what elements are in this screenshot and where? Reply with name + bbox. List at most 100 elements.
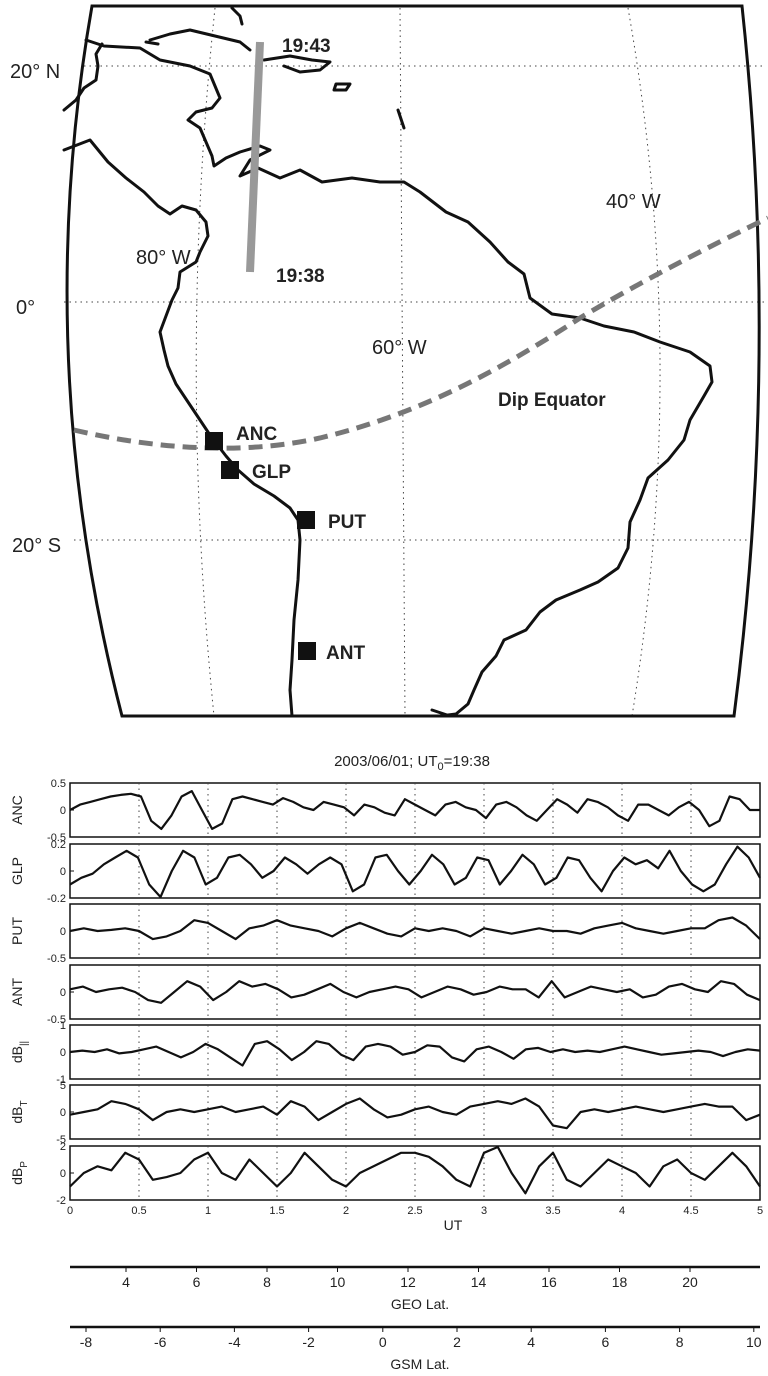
station-label: GLP: [252, 462, 291, 483]
x-tick-label: 5: [757, 1205, 763, 1217]
lon-label-80w: 80° W: [136, 247, 191, 269]
station-ant: ANT: [298, 642, 365, 664]
y-tick-label: 0: [60, 866, 66, 878]
x-tick-label: 0: [67, 1205, 73, 1217]
geo-axis-tick-label: 20: [682, 1274, 698, 1290]
station-label: PUT: [328, 512, 366, 533]
y-tick-label: 1: [60, 1020, 66, 1032]
y-tick-label: -2: [56, 1195, 66, 1207]
panel-2: 0.2 0 -0.2 GLP: [9, 839, 761, 905]
panel-ylabel: GLP: [9, 857, 25, 885]
x-tick-label: 2.5: [407, 1205, 422, 1217]
geo-axis-tick-label: 18: [612, 1274, 628, 1290]
geo-axis-tick-label: 6: [193, 1274, 201, 1290]
x-tick-label: 1.5: [269, 1205, 284, 1217]
satellite-track: [246, 41, 264, 273]
geo-axis-tick-label: 4: [122, 1274, 130, 1290]
gsm-axis-tick-label: -6: [154, 1334, 167, 1350]
y-tick-label: 0: [60, 805, 66, 817]
x-tick-label: 4.5: [683, 1205, 698, 1217]
station-glp: GLP: [221, 461, 291, 483]
panel-frame: [69, 843, 761, 899]
panel-frame: [69, 1084, 761, 1140]
x-tick-label: 3.5: [545, 1205, 560, 1217]
x-tick-label: 4: [619, 1205, 625, 1217]
station-put: PUT: [297, 511, 366, 533]
gsm-axis-tick-label: 8: [676, 1334, 684, 1350]
signal-line: [69, 845, 761, 899]
panel-6: 5 0 -5 dBT: [9, 1080, 761, 1146]
signal-line: [69, 1097, 761, 1130]
y-tick-label: 2: [60, 1141, 66, 1153]
station-anc: ANC: [205, 424, 277, 450]
gsm-axis-tick-label: -4: [228, 1334, 241, 1350]
y-tick-label: -0.5: [47, 832, 66, 844]
panel-group: 0.50-0.5ANC0.20-0.2GLP0-0.5PUT0-0.5ANT10…: [9, 778, 763, 1372]
dip-equator-line: [73, 215, 768, 451]
track-time-end: 19:43: [282, 36, 331, 57]
y-tick-label: 0: [60, 1047, 66, 1059]
geo-axis-tick-label: 12: [400, 1274, 416, 1290]
lat-label-20s: 20° S: [12, 535, 61, 557]
panel-7: 2 0 -2 dBP: [9, 1141, 761, 1207]
y-tick-label: 0: [60, 1168, 66, 1180]
panel-frame: [69, 1145, 761, 1201]
dip-equator-label: Dip Equator: [498, 390, 606, 411]
x-tick-label: 1: [205, 1205, 211, 1217]
y-tick-label: -1: [56, 1074, 66, 1086]
panel-frame: [69, 903, 761, 959]
y-tick-label: 0: [60, 926, 66, 938]
station-marker: [221, 461, 239, 479]
y-tick-label: -0.2: [47, 893, 66, 905]
figure-title: 2003/06/01; UT0=19:38: [334, 753, 490, 773]
y-tick-label: 0.5: [51, 778, 66, 790]
y-tick-label: 0.2: [51, 839, 66, 851]
x-tick-label: 0.5: [131, 1205, 146, 1217]
y-tick-label: -0.5: [47, 953, 66, 965]
signal-line: [69, 1145, 761, 1195]
lon-label-60w: 60° W: [372, 337, 427, 359]
gsm-axis-tick-label: 10: [746, 1334, 762, 1350]
gsm-axis-tick-label: -8: [80, 1334, 93, 1350]
signal-line: [69, 980, 761, 1004]
track-time-start: 19:38: [276, 266, 325, 287]
gsm-axis-tick-label: 0: [379, 1334, 387, 1350]
y-tick-label: 0: [60, 987, 66, 999]
y-tick-label: -5: [56, 1134, 66, 1146]
lat-label-20n: 20° N: [10, 61, 60, 83]
station-marker: [205, 432, 223, 450]
y-tick-label: 0: [60, 1107, 66, 1119]
station-marker: [298, 642, 316, 660]
x-tick-label: 2: [343, 1205, 349, 1217]
panel-3: 0 -0.5 PUT: [9, 903, 761, 965]
geo-axis-tick-label: 16: [541, 1274, 557, 1290]
geo-axis-tick-label: 14: [471, 1274, 487, 1290]
panel-4: 0 -0.5 ANT: [9, 964, 761, 1026]
lat-label-0: 0°: [16, 297, 35, 319]
signal-line: [69, 916, 761, 941]
map-graticule: [64, 7, 768, 717]
panel-ylabel: PUT: [9, 917, 25, 945]
gsm-axis-label: GSM Lat.: [390, 1356, 449, 1372]
coastline: [62, 6, 714, 718]
x-axis-label: UT: [444, 1217, 463, 1233]
gsm-axis: -8 -6 -4 -2 0 2 4 6 8 10 GSM Lat.: [70, 1325, 762, 1372]
station-marker: [297, 511, 315, 529]
geo-axis: 4 6 8 10 12 14 16 18 20 GEO Lat.: [70, 1265, 760, 1312]
gsm-axis-tick-label: 4: [527, 1334, 535, 1350]
panel-ylabel: ANT: [9, 978, 25, 1006]
gsm-axis-tick-label: 6: [602, 1334, 610, 1350]
map-frame: [65, 4, 761, 718]
magnetometer-panels: 2003/06/01; UT0=19:38 0.5 0 -0.5 ANC 0.2 0 -0.…: [9, 753, 763, 1372]
gsm-axis-tick-label: -2: [302, 1334, 315, 1350]
geo-axis-tick-label: 8: [263, 1274, 271, 1290]
y-tick-label: -0.5: [47, 1014, 66, 1026]
signal-line: [69, 790, 760, 830]
geo-axis-tick-label: 10: [330, 1274, 346, 1290]
geo-axis-label: GEO Lat.: [391, 1296, 449, 1312]
gsm-axis-tick-label: 2: [453, 1334, 461, 1350]
panel-5: 1 0 -1 dB||: [9, 1020, 761, 1086]
panel-1: 0.5 0 -0.5 ANC: [9, 778, 761, 844]
station-label: ANC: [236, 424, 277, 445]
signal-line: [69, 1040, 761, 1067]
